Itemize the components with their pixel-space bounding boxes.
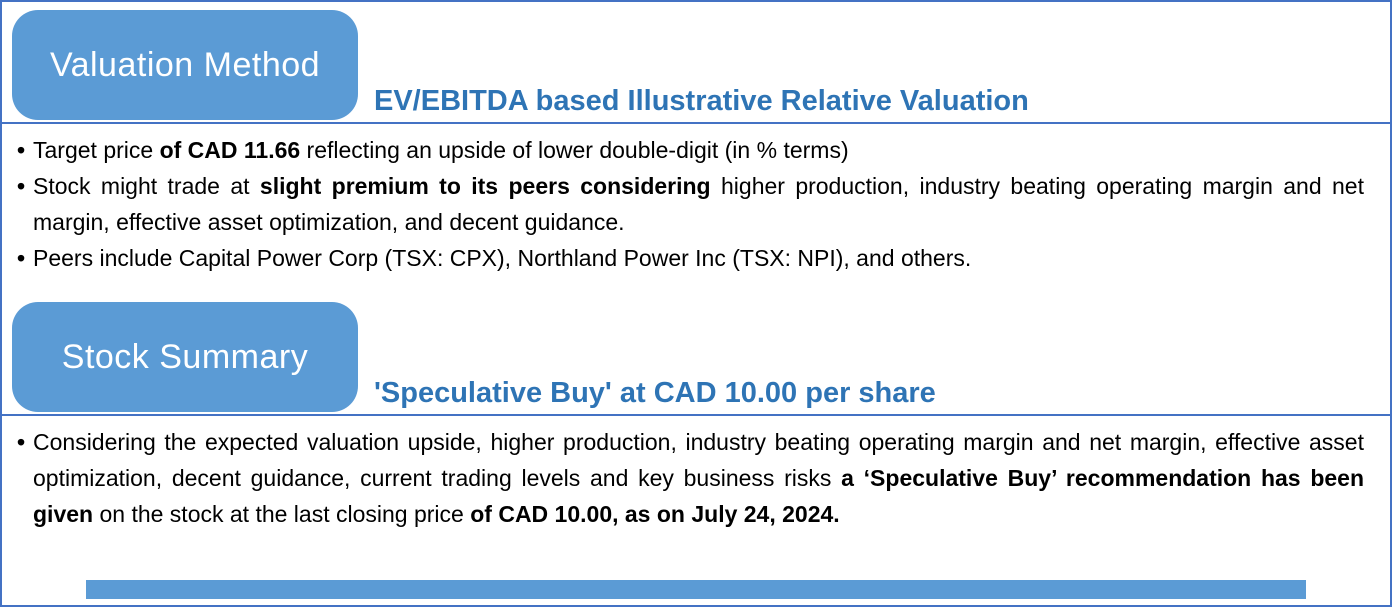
bullet-text: reflecting an upside of lower double-dig… [300, 137, 849, 163]
bullet-text: Considering the expected valuation upsid… [33, 429, 1364, 491]
bullet-text: on the stock at the last closing price [93, 501, 471, 527]
stock-summary-tab-label: Stock Summary [61, 337, 309, 376]
valuation-method-divider [2, 122, 1390, 124]
bullet-text-bold: a ‘Speculative Buy’ recommendation has b… [33, 465, 1365, 527]
valuation-method-tab-label: Valuation Method [49, 45, 321, 84]
bullet-item: Considering the expected valuation upsid… [17, 424, 1365, 532]
valuation-method-bullet-list: Target price of CAD 11.66 reflecting an … [2, 124, 1390, 282]
bullet-text-bold: slight premium to its peers considering [259, 173, 711, 199]
stock-summary-divider [2, 414, 1390, 416]
valuation-method-heading: EV/EBITDA based Illustrative Relative Va… [374, 85, 1029, 118]
stock-summary-tab: Stock Summary [12, 302, 358, 412]
bullet-text-bold: of CAD 10.00, as on July 24, 2024. [470, 501, 840, 527]
stock-summary-header-row: Stock Summary 'Speculative Buy' at CAD 1… [2, 294, 1390, 414]
stock-summary-section: Stock Summary 'Speculative Buy' at CAD 1… [2, 294, 1390, 538]
bullet-text: Stock might trade at [33, 173, 260, 199]
bullet-item: Stock might trade at slight premium to i… [17, 168, 1364, 240]
bullet-text-bold: of CAD 11.66 [159, 137, 301, 163]
bottom-accent-bar [86, 580, 1306, 599]
bullet-item: Peers include Capital Power Corp (TSX: C… [17, 240, 1364, 276]
bullet-text: higher production, industry beating oper… [33, 173, 1364, 235]
bullet-item: Target price of CAD 11.66 reflecting an … [17, 132, 1364, 168]
valuation-method-tab: Valuation Method [12, 10, 358, 120]
valuation-method-section: Valuation Method EV/EBITDA based Illustr… [2, 2, 1390, 282]
stock-summary-heading: 'Speculative Buy' at CAD 10.00 per share [374, 377, 936, 410]
stock-summary-bullet-list: Considering the expected valuation upsid… [2, 416, 1390, 538]
bullet-text: Target price [33, 137, 160, 163]
valuation-method-header-row: Valuation Method EV/EBITDA based Illustr… [2, 2, 1390, 122]
bullet-text: Peers include Capital Power Corp (TSX: C… [33, 245, 972, 271]
